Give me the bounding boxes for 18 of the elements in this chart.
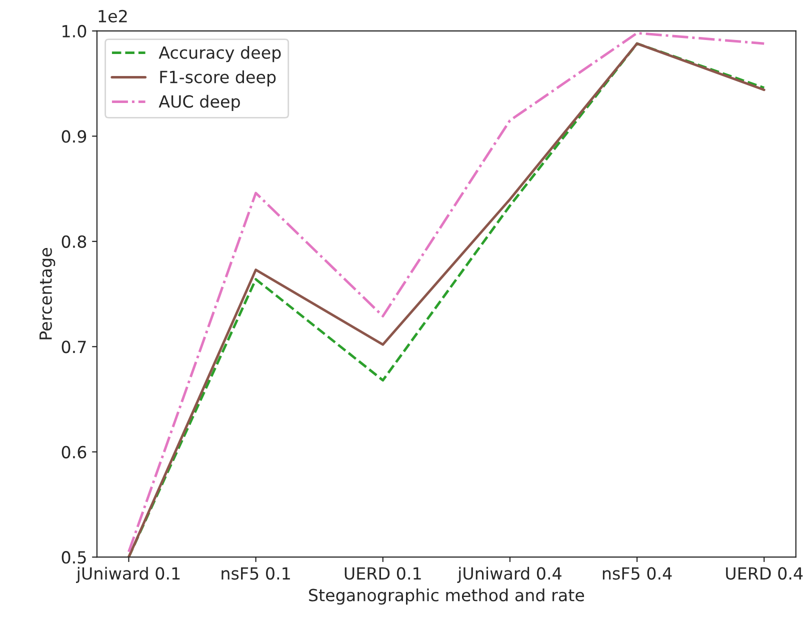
y-axis-title: Percentage: [40, 248, 56, 340]
y-tick-label: 0.5: [62, 551, 86, 564]
y-tick-label: 0.6: [62, 446, 86, 458]
legend-label: Accuracy deep: [158, 46, 281, 62]
x-tick-label: jUniward 0.1: [76, 566, 180, 583]
x-tick-label: nsF5 0.1: [222, 567, 290, 580]
y-tick-label: 1.0: [62, 24, 86, 38]
x-tick-label: jUniward 0.4: [457, 566, 562, 583]
x-tick-label: nsF5 0.4: [602, 567, 672, 580]
text: 1e2: [98, 10, 127, 22]
legend-label: F1-score deep: [160, 70, 276, 87]
y-tick-label: 0.8: [62, 235, 86, 248]
x-axis-title: Steganographic method and rate: [309, 588, 584, 605]
x-tick-label: UERD 0.4: [726, 567, 803, 580]
x-tick-label: UERD 0.1: [344, 567, 421, 580]
y-tick-label: 0.7: [62, 340, 86, 354]
legend-label: AUC deep: [158, 94, 240, 112]
y-tick-label: 0.9: [62, 130, 86, 143]
